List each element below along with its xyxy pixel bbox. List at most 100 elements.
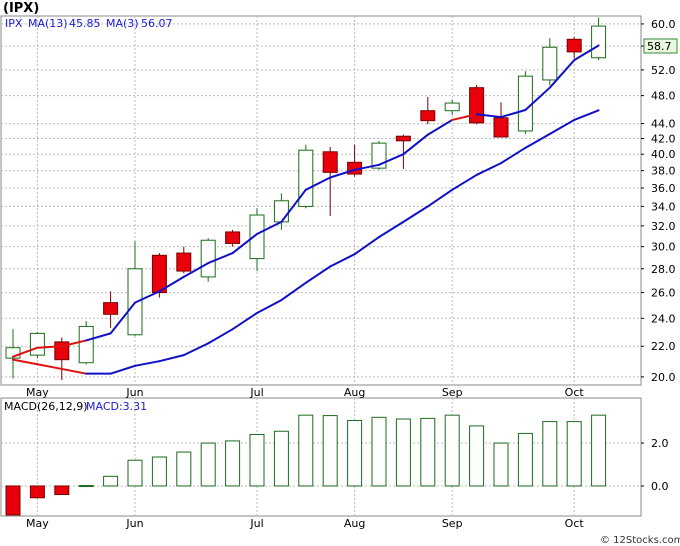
- ma3-line-segment: [451, 113, 478, 121]
- candle-body: [420, 110, 436, 122]
- ma13-line-segment: [475, 162, 502, 176]
- ma3-line-segment: [329, 168, 356, 179]
- candle-body: [371, 142, 387, 169]
- macd-bar: [29, 485, 45, 499]
- ma13-line-segment: [524, 132, 551, 149]
- candle-body: [176, 252, 192, 272]
- macd-bar: [151, 456, 167, 487]
- macd-axis-labels: 0.0 2.0: [651, 437, 669, 493]
- x-grid: [36, 16, 575, 516]
- legend-symbol: IPX: [5, 17, 23, 30]
- ma13-line-segment: [158, 354, 185, 363]
- x-axis-labels-bottom: May Jun Jul Aug Sep Oct: [26, 517, 584, 530]
- ma3-line-segment: [475, 113, 502, 119]
- legend-ma3-label: MA(3): [106, 17, 139, 30]
- candle-up: [29, 331, 45, 359]
- candle-body: [517, 75, 533, 132]
- candle-body: [200, 239, 216, 278]
- macd-tick-label: 2.0: [651, 437, 669, 450]
- month-label-bottom: May: [26, 517, 49, 530]
- candle-up: [542, 38, 558, 86]
- price-panel-frame: [0, 15, 642, 386]
- candle-down: [395, 134, 411, 169]
- moving-average-lines: [12, 44, 600, 375]
- price-tick-label: 24.0: [651, 312, 676, 325]
- macd-bar: [78, 485, 94, 488]
- ma3-line-segment: [134, 290, 161, 304]
- ma13-line-segment: [304, 265, 332, 284]
- ma13-line-segment: [329, 253, 356, 268]
- ma3-line-segment: [182, 262, 210, 278]
- macd-bar: [493, 442, 509, 487]
- last-price-tag: 58.7: [643, 38, 678, 54]
- ma3-line-segment: [280, 188, 307, 223]
- macd-bar: [54, 485, 70, 496]
- candle-up: [200, 238, 216, 282]
- ma13-line-segment: [451, 173, 478, 191]
- ma13-line-segment: [231, 311, 258, 331]
- month-label-top: Jun: [125, 386, 143, 399]
- price-tick-label: 42.0: [651, 133, 676, 146]
- ma13-line-segment: [500, 146, 527, 165]
- macd-bar: [5, 485, 21, 516]
- legend-ma13-label: MA(13): [28, 17, 68, 30]
- candle-body: [542, 46, 558, 81]
- ma13-line-segment: [548, 118, 576, 135]
- candle-body: [78, 325, 94, 364]
- watermark: © 12Stocks.com: [600, 535, 680, 546]
- macd-grid: [1, 442, 644, 487]
- month-label-top: Sep: [442, 386, 463, 399]
- candle-up: [298, 144, 314, 209]
- month-label-top: Jul: [249, 386, 263, 399]
- ma3-line-segment: [60, 339, 88, 348]
- price-tick-label: 38.0: [651, 165, 676, 178]
- macd-bar: [469, 425, 485, 487]
- ma13-line-segment: [36, 363, 63, 370]
- price-tick-label: 36.0: [651, 182, 676, 195]
- ma3-line-segment: [36, 345, 63, 349]
- month-label-bottom: Sep: [442, 517, 463, 530]
- chart-title: (IPX): [3, 1, 39, 16]
- ma3-line-segment: [402, 133, 429, 156]
- month-label-bottom: Jun: [125, 517, 143, 530]
- price-tick-label: 60.0: [651, 18, 676, 31]
- price-tick-label: 52.0: [651, 64, 676, 77]
- macd-bar: [395, 418, 411, 487]
- month-label-top: May: [26, 386, 49, 399]
- month-label-bottom: Jul: [249, 517, 263, 530]
- ma13-line-segment: [12, 358, 39, 366]
- candle-up: [78, 320, 94, 365]
- candle-body: [298, 149, 314, 207]
- macd-params-label: MACD(26,12,9): [4, 400, 88, 413]
- ma3-line-segment: [85, 332, 112, 342]
- ma3-line-segment: [378, 153, 405, 166]
- candle-body: [469, 87, 485, 124]
- macd-bar: [176, 451, 192, 487]
- month-label-bottom: Oct: [565, 517, 585, 530]
- ma13-line-segment: [207, 328, 234, 345]
- price-grid: [1, 23, 644, 378]
- candle-down: [225, 229, 241, 247]
- macd-bar: [420, 417, 436, 487]
- macd-bar: [249, 433, 265, 487]
- ma3-line-segment: [231, 233, 258, 255]
- month-label-top: Aug: [344, 386, 365, 399]
- price-tick-label: 44.0: [651, 118, 676, 131]
- ma3-line-segment: [109, 301, 136, 335]
- macd-bar: [127, 459, 143, 487]
- candle-up: [591, 17, 607, 61]
- macd-bar: [298, 414, 314, 487]
- ma3-line-segment: [500, 108, 527, 119]
- legend-ma3-value: 56.07: [141, 17, 173, 30]
- ma3-line-segment: [304, 176, 332, 191]
- macd-bar: [566, 421, 582, 487]
- x-axis-labels-top: May Jun Jul Aug Sep Oct: [26, 386, 584, 399]
- candle-body: [151, 254, 167, 294]
- ma13-line-segment: [60, 367, 88, 375]
- ma13-line-segment: [573, 109, 600, 121]
- ma13-line-segment: [402, 205, 429, 223]
- price-tick-label: 28.0: [651, 263, 676, 276]
- ma13-line-segment: [109, 364, 136, 375]
- candle-body: [225, 231, 241, 244]
